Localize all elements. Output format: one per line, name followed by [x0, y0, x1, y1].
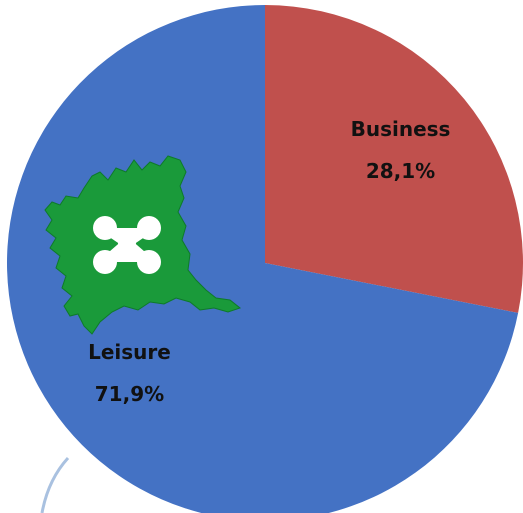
region-map [44, 155, 242, 335]
region-emblem [44, 155, 242, 335]
pie [7, 5, 523, 513]
pie-slice [265, 5, 523, 313]
slice-value-label: 28,1% [366, 159, 435, 183]
slice-label: Leisure [88, 340, 171, 364]
pie-slice [7, 5, 519, 513]
slice-value-label: 71,9% [95, 382, 164, 406]
decorative-arc [40, 456, 70, 513]
rose-symbol [93, 216, 161, 274]
slice-label: Business [351, 117, 451, 141]
